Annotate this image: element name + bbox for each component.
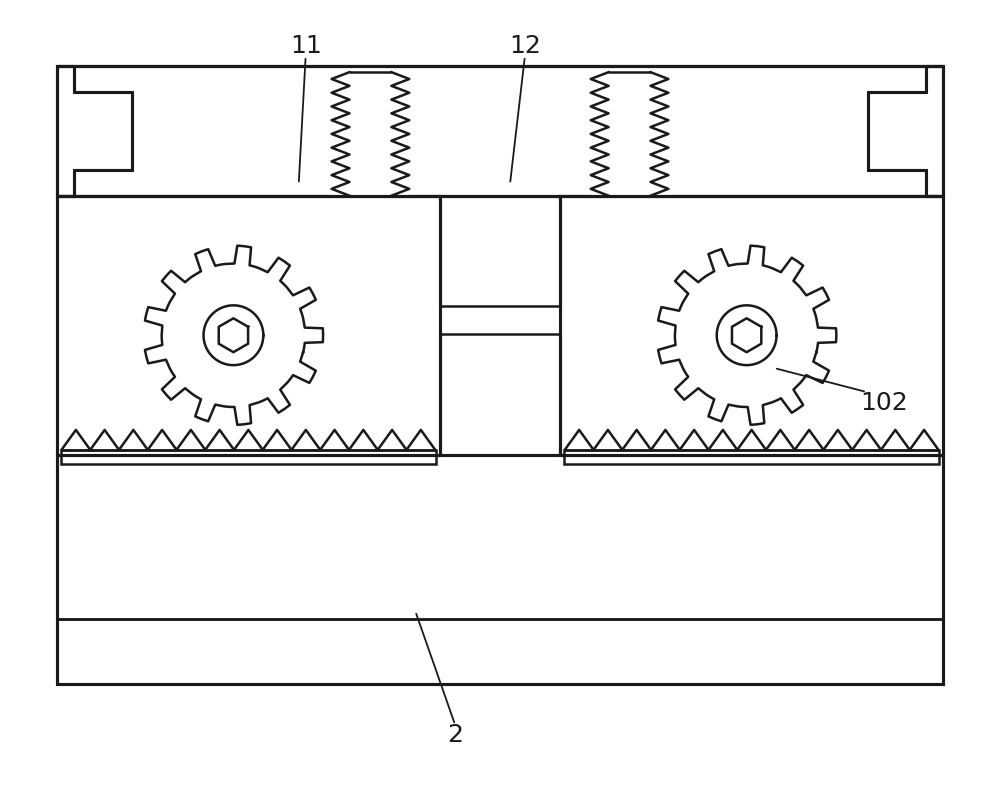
Bar (57, 455, 943, 684)
Bar (74, 92, 132, 170)
Bar (440, 307, 560, 334)
Bar (560, 196, 943, 455)
Text: 12: 12 (509, 34, 541, 57)
Bar (560, 196, 943, 455)
Bar (57, 66, 943, 196)
Bar (57, 196, 440, 455)
Bar (57, 196, 440, 455)
Bar (591, 72, 668, 196)
Text: 102: 102 (860, 390, 908, 415)
Bar (564, 450, 939, 464)
Bar (440, 196, 560, 455)
Bar (332, 72, 409, 196)
Bar (868, 92, 926, 170)
Text: 2: 2 (447, 724, 463, 747)
Bar (61, 450, 436, 464)
Bar (57, 455, 943, 684)
Text: 11: 11 (290, 34, 322, 57)
